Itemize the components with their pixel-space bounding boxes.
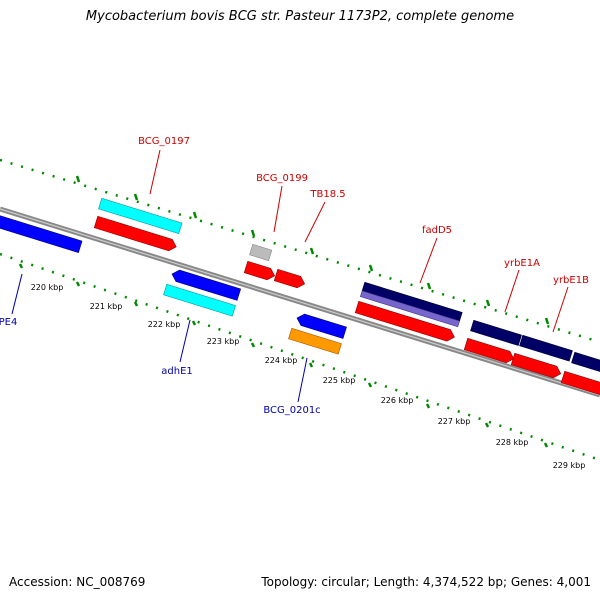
ruler-label: 224 kbp [265,356,298,365]
outer-dotted-track [0,158,600,344]
ruler-label: 228 kbp [496,438,529,447]
label-bcg-0197[interactable]: BCG_0197 [138,136,190,147]
gene-yrbe1a-glyph[interactable] [470,319,522,346]
gene-yrbe1b-glyph[interactable] [519,334,573,362]
gene-bcg-0201c-cds-glyph[interactable] [295,312,347,339]
ruler-label: 223 kbp [207,337,240,346]
ruler-label: 229 kbp [553,461,586,470]
genome-summary-text: Topology: circular; Length: 4,374,522 bp… [261,575,591,589]
gene-yrbe1a-cds-glyph[interactable] [463,337,515,364]
ruler-label: 227 kbp [438,417,471,426]
ruler-label: 226 kbp [381,396,414,405]
gene-fadd5-cds-glyph[interactable] [354,300,456,343]
gene-yrbe1b-cds-glyph[interactable] [510,352,562,379]
ruler-label: 220 kbp [31,283,64,292]
label-tb18-5[interactable]: TB18.5 [309,189,345,200]
gene-labels: BCG_0197 BCG_0199 TB18.5 fadD5 yrbE1A yr… [0,136,589,416]
gene-bcg-0197-cds-glyph[interactable] [93,215,178,252]
gene-bcg-0199-cds-glyph[interactable] [243,260,276,281]
gene-bcg-0201c-glyph[interactable] [288,327,342,355]
outer-major-ticks [75,175,550,325]
gene-next-glyph[interactable] [571,351,600,375]
gene-adhe1-cds-glyph[interactable] [170,268,242,301]
genome-backbone-highlight [0,208,600,396]
label-pe4[interactable]: PE4 [0,317,17,328]
label-fadd5[interactable]: fadD5 [422,225,452,236]
ruler-labels: 220 kbp 221 kbp 222 kbp 223 kbp 224 kbp … [31,283,586,470]
ruler-label: 225 kbp [323,376,356,385]
label-leader-lines [11,149,569,403]
inner-major-ticks [18,263,549,448]
map-title: Mycobacterium bovis BCG str. Pasteur 117… [85,9,515,24]
ruler-label: 222 kbp [148,320,181,329]
gene-tb18-5-cds-glyph[interactable] [273,268,306,289]
label-adhe1[interactable]: adhE1 [161,366,193,377]
gene-bcg-0197-glyph[interactable] [98,197,183,234]
label-bcg-0201c[interactable]: BCG_0201c [263,405,320,416]
gene-fadd5-glyph[interactable] [359,281,463,328]
gene-pe4-glyph[interactable] [0,214,83,253]
label-yrbe1a[interactable]: yrbE1A [504,258,540,269]
gene-adhe1-glyph[interactable] [163,283,236,317]
label-yrbe1b[interactable]: yrbE1B [553,275,589,286]
inner-dotted-track [0,252,600,462]
gene-bcg-0199-glyph[interactable] [249,243,273,262]
accession-text: Accession: NC_008769 [9,575,146,589]
label-bcg-0199[interactable]: BCG_0199 [256,173,308,184]
gene-features [0,197,600,397]
ruler-label: 221 kbp [90,302,123,311]
